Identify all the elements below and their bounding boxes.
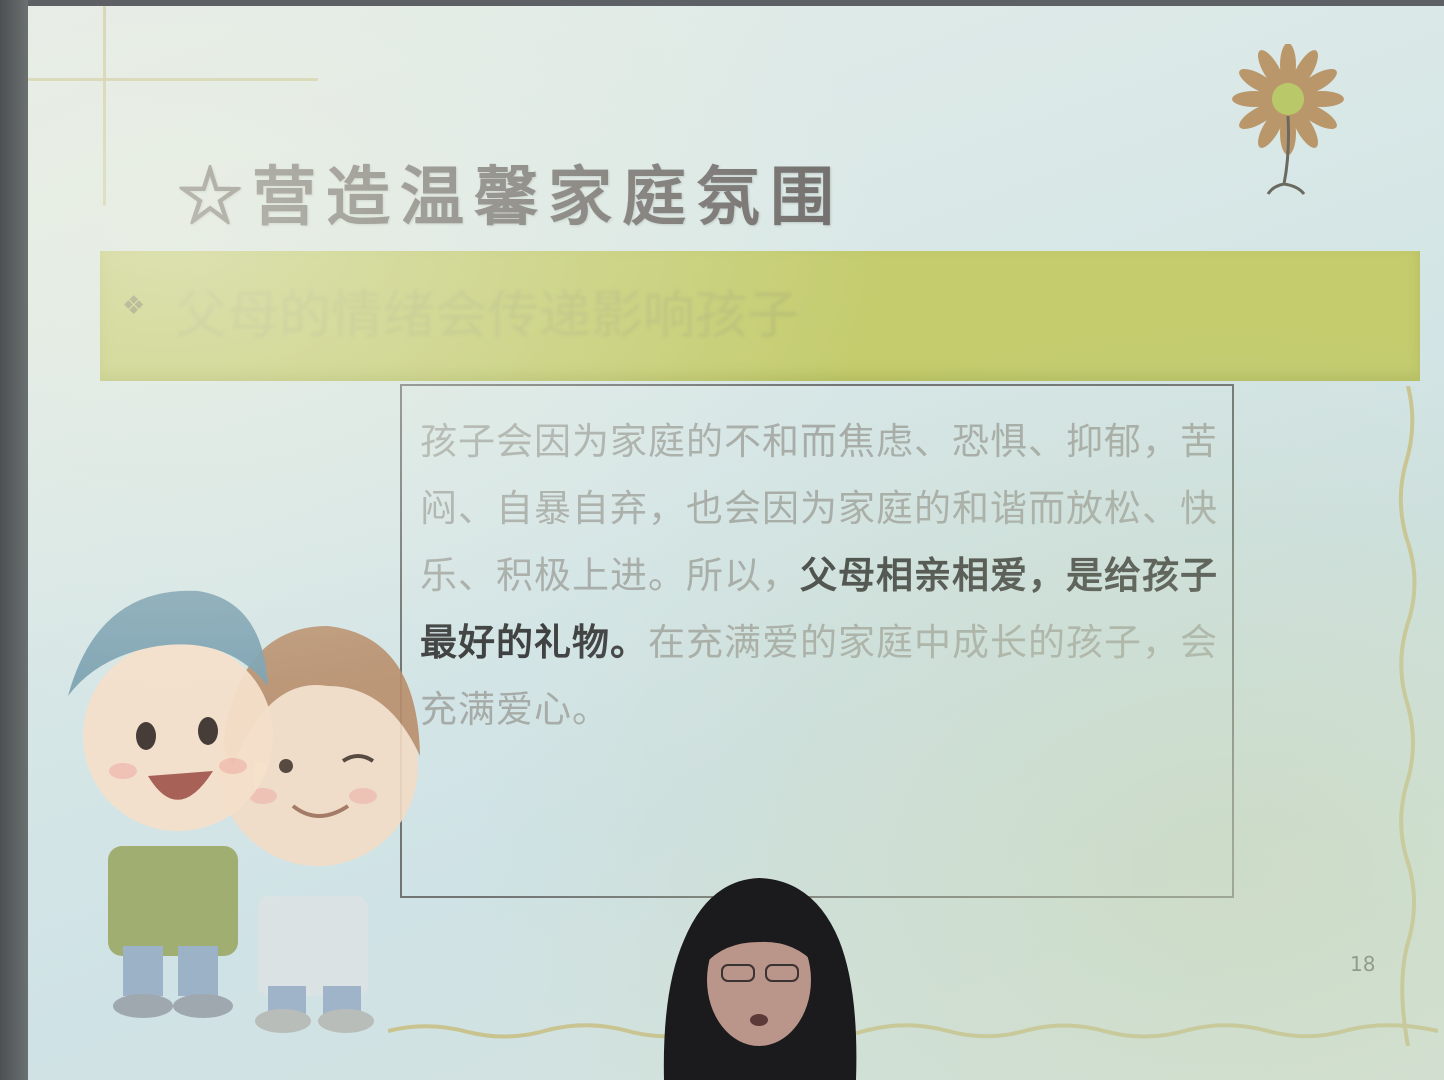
cartoon-kids-illustration: [68, 590, 420, 1033]
slide-title: ☆营造温馨家庭氛围: [178, 160, 844, 235]
paragraph-closing: 在充满爱的家庭中成长的孩子，会充满爱心。: [420, 621, 1218, 731]
decor-line-top: [28, 78, 318, 81]
bullet-icon: ❖: [122, 291, 146, 321]
decor-line-left: [103, 6, 106, 206]
page-number: 18: [1350, 952, 1376, 976]
vine-decoration-right: [1398, 386, 1417, 1046]
slide-subtitle: 父母的情绪会传递影响孩子: [175, 286, 800, 346]
presenter-silhouette: [663, 878, 857, 1080]
presentation-slide: ☆营造温馨家庭氛围 ❖ 父母的情绪会传递影响孩子 孩子会因为家庭的不和而焦虑、恐…: [28, 6, 1444, 1080]
vine-decoration-bottom: [388, 1023, 1438, 1039]
subtitle-band: ❖ 父母的情绪会传递影响孩子: [100, 251, 1420, 381]
projector-shadow-edge: [0, 0, 28, 1080]
paragraph-emphasis: 父母相亲相爱，是给孩子最好的礼物。: [420, 554, 1218, 664]
paragraph-intro: 孩子会因为家庭的不和而焦虑、恐惧、抑郁，苦闷、自暴自弃，也会因为家庭的和谐而放松…: [420, 420, 1218, 597]
content-box: 孩子会因为家庭的不和而焦虑、恐惧、抑郁，苦闷、自暴自弃，也会因为家庭的和谐而放松…: [400, 384, 1234, 898]
content-paragraph: 孩子会因为家庭的不和而焦虑、恐惧、抑郁，苦闷、自暴自弃，也会因为家庭的和谐而放松…: [420, 408, 1220, 743]
flower-icon: [1232, 44, 1344, 195]
